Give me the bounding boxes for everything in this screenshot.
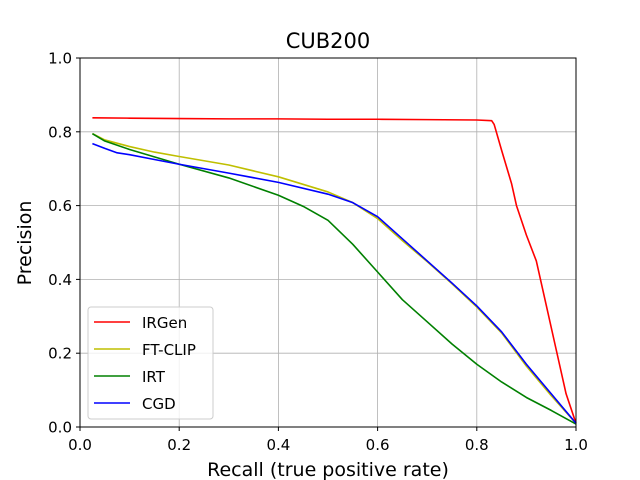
y-tick-label: 0.6 — [48, 197, 72, 215]
series-line — [92, 142, 577, 424]
x-tick-label: 0.4 — [266, 436, 290, 454]
y-tick-label: 0.8 — [48, 123, 72, 141]
chart-title: CUB200 — [286, 29, 371, 53]
y-axis-ticks: 0.0 0.2 0.4 0.6 0.8 1.0 — [48, 50, 80, 437]
y-tick-label: 0.2 — [48, 345, 72, 363]
x-axis-ticks: 0.0 0.2 0.4 0.6 0.8 1.0 — [68, 427, 588, 454]
y-tick-label: 1.0 — [48, 50, 72, 68]
series-line — [91, 132, 577, 425]
x-tick-label: 1.0 — [564, 436, 588, 454]
legend-label: IRGen — [142, 314, 187, 332]
x-axis-label: Recall (true positive rate) — [207, 459, 449, 480]
plot-frame — [79, 57, 577, 428]
x-tick-label: 0.0 — [68, 436, 92, 454]
x-tick-label: 0.6 — [366, 436, 390, 454]
y-tick-label: 0.0 — [48, 419, 72, 437]
legend-label: FT-CLIP — [142, 341, 196, 359]
y-axis-label: Precision — [14, 201, 36, 286]
series-line — [92, 116, 577, 424]
series-lines — [91, 116, 577, 425]
x-tick-label: 0.8 — [465, 436, 489, 454]
legend-label: IRT — [142, 368, 166, 386]
x-tick-label: 0.2 — [167, 436, 191, 454]
y-tick-label: 0.4 — [48, 271, 72, 289]
legend: IRGen FT-CLIP IRT CGD — [87, 306, 214, 420]
legend-label: CGD — [142, 395, 176, 413]
legend-box — [87, 306, 214, 420]
